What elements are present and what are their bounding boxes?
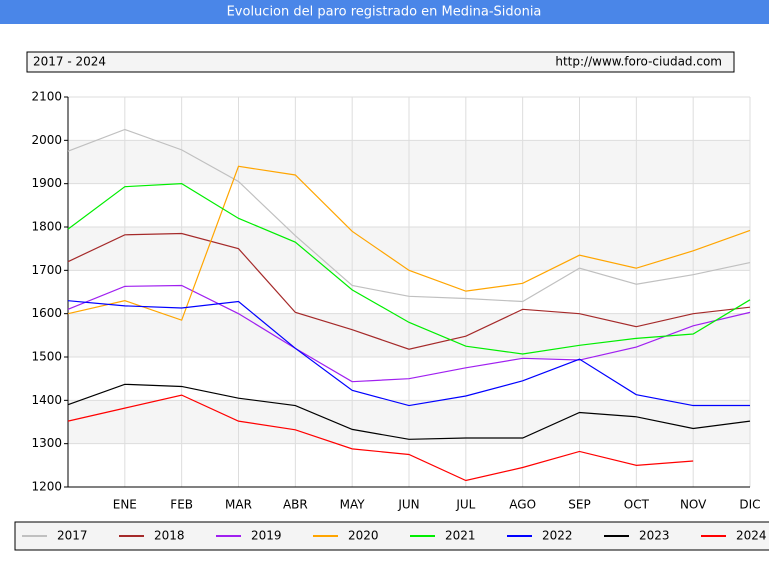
source: http://www.foro-ciudad.com — [555, 55, 722, 69]
y-tick-label: 2100 — [31, 90, 62, 104]
series-line — [67, 183, 751, 355]
chart-title: Evolucion del paro registrado en Medina-… — [227, 5, 542, 20]
y-tick-label: 1500 — [31, 350, 62, 364]
series-line — [67, 300, 750, 407]
y-tick-label: 2000 — [31, 133, 62, 147]
legend-label: 2018 — [154, 529, 185, 543]
x-tick-label: ABR — [283, 498, 308, 512]
frame — [0, 22, 769, 24]
y-tick-label: 1400 — [31, 393, 62, 407]
y-tick-label: 1700 — [31, 263, 62, 277]
y-tick-label: 1300 — [31, 436, 62, 450]
x-tick-label: JUL — [455, 498, 475, 512]
x-tick-label: AGO — [509, 498, 536, 512]
legend-label: 2021 — [445, 529, 476, 543]
x-tick-label: MAR — [225, 498, 252, 512]
y-tick-label: 1600 — [31, 306, 62, 320]
subtitle: 2017 - 2024 — [33, 55, 106, 69]
legend-label: 2020 — [348, 529, 379, 543]
y-tick-label: 1200 — [31, 480, 62, 494]
series-line — [67, 394, 694, 482]
legend-label: 2017 — [57, 529, 88, 543]
series-line — [67, 232, 751, 350]
x-tick-label: ENE — [113, 498, 137, 512]
title-bar — [0, 0, 769, 22]
legend-label: 2024 — [736, 529, 767, 543]
legend-label: 2019 — [251, 529, 282, 543]
x-tick-label: JUN — [397, 498, 419, 512]
series-line — [67, 383, 751, 440]
y-tick-label: 1800 — [31, 220, 62, 234]
x-tick-label: NOV — [680, 498, 707, 512]
series-line — [67, 165, 751, 321]
x-tick-label: MAY — [340, 498, 366, 512]
x-tick-label: OCT — [624, 498, 650, 512]
info-box — [26, 51, 735, 73]
x-tick-label: SEP — [568, 498, 590, 512]
series-line — [67, 128, 751, 303]
x-tick-label: DIC — [739, 498, 760, 512]
x-tick-label: FEB — [170, 498, 193, 512]
y-tick-label: 1900 — [31, 176, 62, 190]
legend-label: 2023 — [639, 529, 670, 543]
legend-label: 2022 — [542, 529, 573, 543]
series-line — [67, 284, 751, 383]
